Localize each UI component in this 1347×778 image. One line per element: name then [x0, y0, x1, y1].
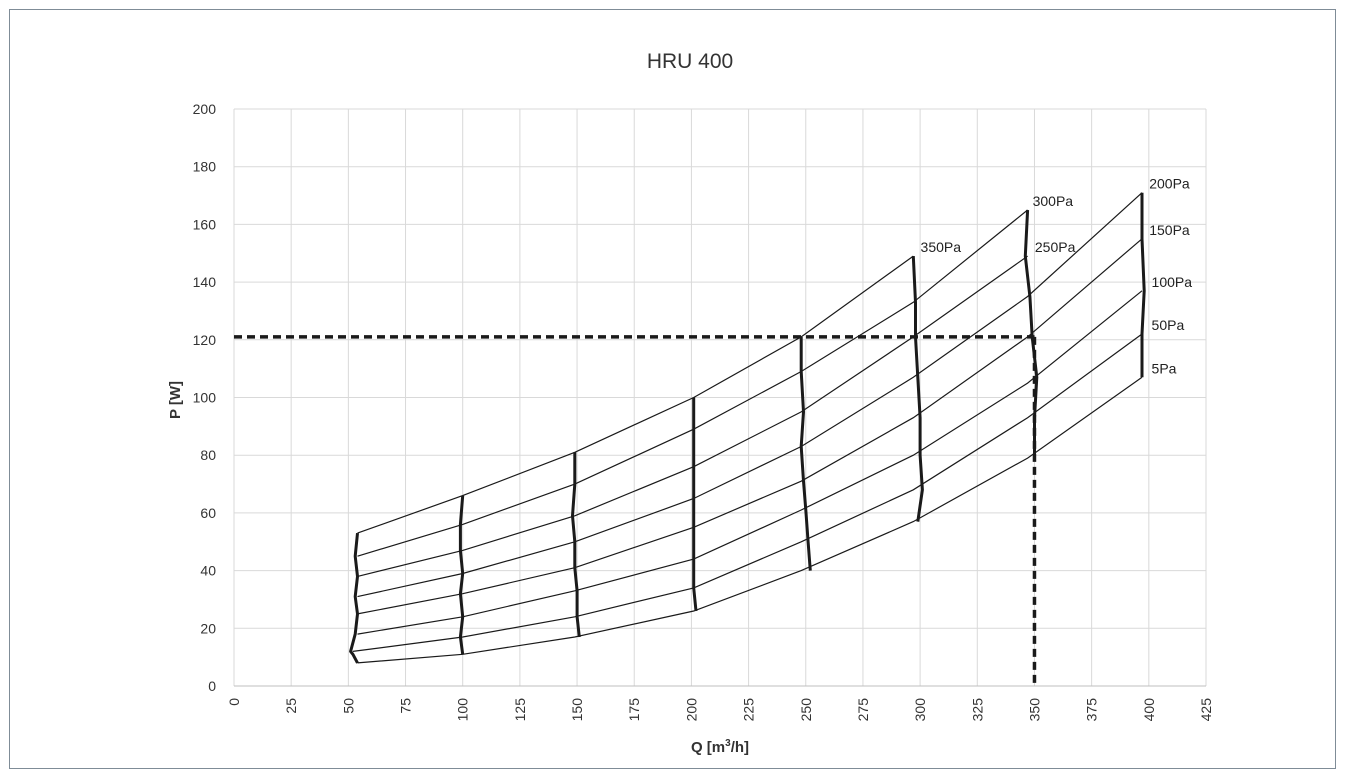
- speed-line: [911, 256, 924, 522]
- curve-label: 250Pa: [1035, 239, 1076, 255]
- y-tick-label: 20: [200, 620, 216, 636]
- y-tick-label: 60: [200, 505, 216, 521]
- x-axis-label-end: /h]: [731, 739, 749, 756]
- x-tick-label: 300: [912, 698, 928, 722]
- x-tick-label: 225: [741, 698, 757, 722]
- x-tick-label: 175: [626, 698, 642, 722]
- y-tick-label: 0: [208, 678, 216, 694]
- speed-line: [571, 452, 581, 638]
- chart-frame: [9, 9, 1336, 769]
- x-tick-label: 50: [340, 698, 356, 714]
- pressure-curve: [357, 238, 1143, 615]
- curve-label: 50Pa: [1152, 317, 1185, 333]
- curve-label: 100Pa: [1152, 274, 1193, 290]
- pressure-curve: [357, 290, 1143, 635]
- x-tick-label: 0: [226, 698, 242, 706]
- x-axis-label: Q [m3/h]: [691, 738, 749, 756]
- x-tick-label: 150: [569, 698, 585, 722]
- pressure-curves: [352, 192, 1143, 664]
- chart-title: HRU 400: [647, 50, 733, 73]
- y-tick-label: 200: [193, 101, 217, 117]
- x-axis-label-sup: 3: [725, 738, 731, 749]
- y-tick-label: 140: [193, 274, 217, 290]
- pressure-curve: [352, 333, 1143, 652]
- curve-label: 150Pa: [1149, 222, 1190, 238]
- y-tick-label: 160: [193, 216, 217, 232]
- y-tick-label: 80: [200, 447, 216, 463]
- speed-line: [1140, 192, 1146, 378]
- pressure-curve: [357, 192, 1143, 598]
- y-tick-label: 100: [193, 390, 217, 406]
- x-tick-label: 400: [1141, 698, 1157, 722]
- pressure-curve: [357, 255, 914, 534]
- y-tick-label: 180: [193, 159, 217, 175]
- speed-line: [692, 397, 698, 612]
- y-tick-label: 120: [193, 332, 217, 348]
- x-tick-label: 75: [398, 698, 414, 714]
- curve-label: 300Pa: [1033, 193, 1074, 209]
- pressure-curve: [357, 376, 1143, 664]
- y-tick-labels: 0 20 40 60 80 100 120 140 160 180 200: [193, 101, 217, 694]
- speed-line: [458, 495, 465, 655]
- x-tick-label: 375: [1084, 698, 1100, 722]
- x-tick-label: 275: [855, 698, 871, 722]
- x-tick-label: 25: [283, 698, 299, 714]
- x-tick-label: 325: [969, 698, 985, 722]
- speed-line: [349, 532, 359, 664]
- x-tick-label: 125: [512, 698, 528, 722]
- y-axis-label: P [W]: [167, 381, 184, 419]
- x-tick-labels: 0 25 50 75 100 125 150 175 200 225 250 275 300 325 350…: [226, 698, 1214, 722]
- y-tick-label: 40: [200, 563, 216, 579]
- curve-label: 350Pa: [921, 239, 962, 255]
- speed-line: [799, 336, 812, 571]
- x-tick-label: 100: [455, 698, 471, 722]
- x-axis-label-main: Q [m: [691, 739, 725, 756]
- x-tick-label: 425: [1198, 698, 1214, 722]
- curve-labels: 350Pa 300Pa 250Pa 200Pa 150Pa 100Pa 50Pa 5Pa: [921, 176, 1193, 377]
- x-tick-label: 200: [683, 698, 699, 722]
- curve-label: 200Pa: [1149, 176, 1190, 192]
- x-tick-label: 250: [798, 698, 814, 722]
- curve-label: 5Pa: [1152, 360, 1177, 376]
- x-tick-label: 350: [1026, 698, 1042, 722]
- operating-point-guides: [234, 335, 1037, 686]
